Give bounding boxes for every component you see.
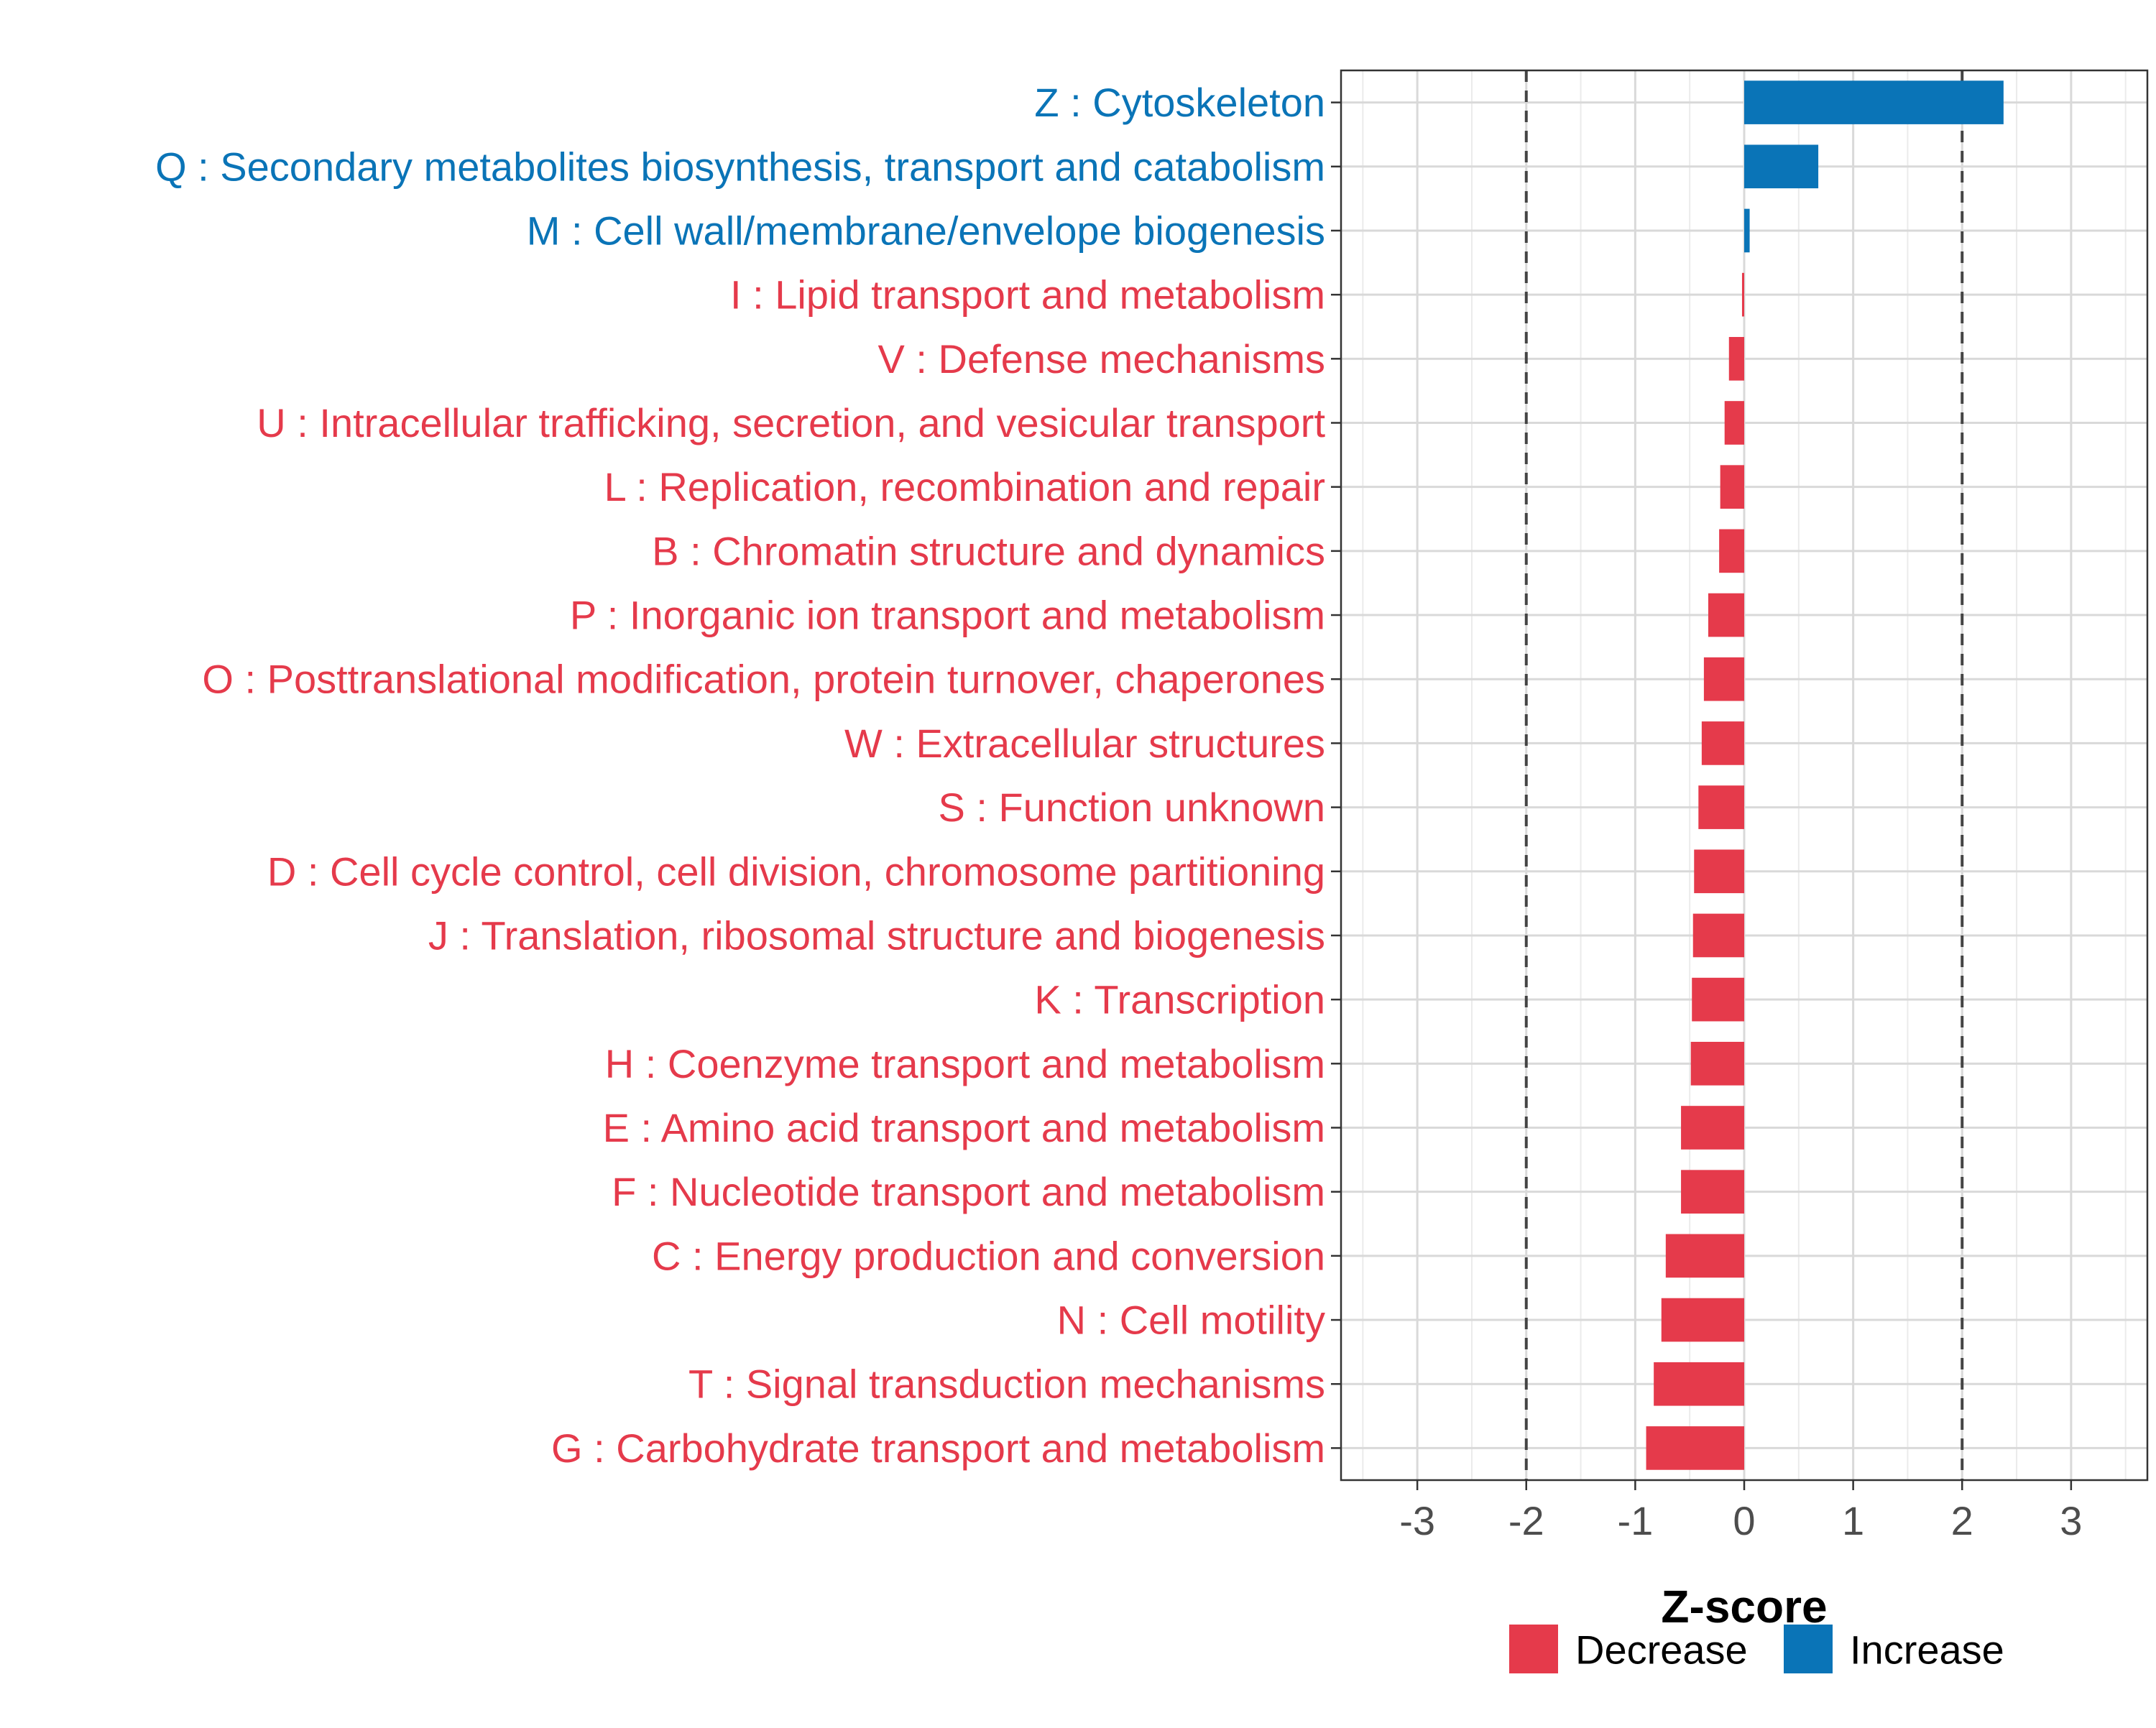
category-label: O : Posttranslational modification, prot… [202,657,1325,702]
category-label: P : Inorganic ion transport and metaboli… [570,593,1325,638]
bar [1692,913,1744,958]
bar [1744,144,1819,189]
category-label: C : Energy production and conversion [652,1233,1325,1278]
bar [1741,272,1744,317]
bar [1646,1426,1744,1470]
x-axis-title: Z-score [1661,1581,1827,1632]
category-label: Q : Secondary metabolites biosynthesis, … [155,144,1325,189]
bar [1694,849,1744,894]
category-label: F : Nucleotide transport and metabolism [612,1169,1325,1214]
bar [1692,977,1744,1022]
bar [1744,80,2004,124]
category-label: N : Cell motility [1057,1298,1325,1343]
category-label: E : Amino acid transport and metabolism [603,1105,1325,1150]
bar [1681,1106,1744,1150]
category-label: W : Extracellular structures [844,721,1325,766]
bar [1720,465,1744,509]
x-tick-label: -2 [1508,1498,1544,1543]
reference-lines-layer [1524,70,1964,1480]
category-label: Z : Cytoskeleton [1034,80,1325,125]
category-label: K : Transcription [1034,977,1325,1022]
category-label: V : Defense mechanisms [878,336,1325,382]
bar [1701,721,1744,765]
x-tick-label: 1 [1842,1498,1864,1543]
bar [1690,1041,1744,1086]
bar [1708,593,1744,637]
legend-label: Increase [1850,1627,2004,1673]
bar [1661,1298,1744,1342]
bars-layer [1646,80,2004,1470]
category-label: J : Translation, ribosomal structure and… [428,912,1325,958]
legend-key [1509,1625,1558,1673]
category-label: T : Signal transduction mechanisms [688,1362,1325,1407]
legend: Decrease Increase [1509,1625,2004,1673]
bar [1665,1234,1744,1278]
x-tick-label: 3 [2060,1498,2082,1543]
legend-label: Decrease [1575,1627,1748,1673]
x-tick-label: -3 [1399,1498,1435,1543]
x-tick-label: -1 [1617,1498,1653,1543]
x-tick-label: 0 [1733,1498,1755,1543]
x-axis-ticks-layer: -3 -2 -1 0 1 2 3 [1399,1480,2082,1543]
bar [1744,208,1750,253]
bar [1681,1170,1744,1214]
bar [1703,657,1744,701]
category-label: H : Coenzyme transport and metabolism [605,1041,1325,1086]
legend-key [1784,1625,1833,1673]
bar [1654,1362,1744,1406]
bar [1719,529,1744,573]
category-label: S : Function unknown [938,785,1325,830]
bar [1724,401,1744,445]
category-label: I : Lipid transport and metabolism [730,272,1325,318]
category-label: U : Intracellular trafficking, secretion… [257,400,1325,445]
x-tick-label: 2 [1951,1498,1973,1543]
category-label: D : Cell cycle control, cell division, c… [267,849,1325,894]
category-labels-layer: Z : Cytoskeleton Q : Secondary metabolite… [155,80,1341,1471]
category-label: B : Chromatin structure and dynamics [652,528,1325,573]
category-label: G : Carbohydrate transport and metabolis… [551,1426,1325,1471]
bar [1698,785,1744,829]
category-label: M : Cell wall/membrane/envelope biogenes… [527,208,1325,253]
bar [1728,336,1744,381]
category-label: L : Replication, recombination and repai… [604,464,1325,509]
